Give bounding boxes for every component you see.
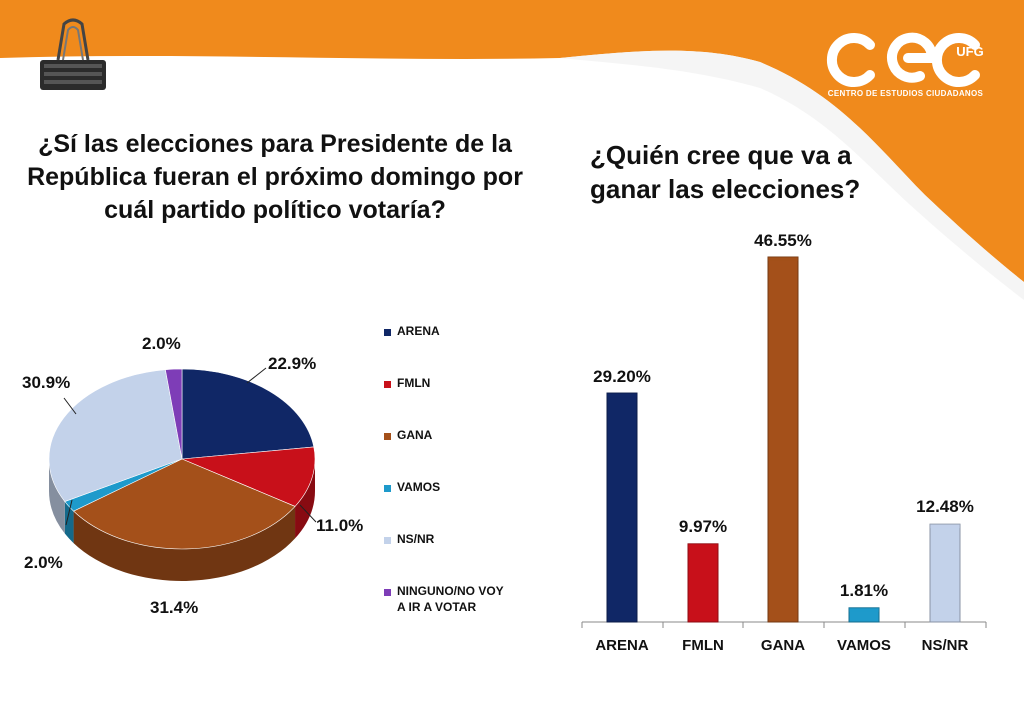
pie-leader-line (246, 367, 267, 384)
bar-value-label-fmln: 9.97% (678, 517, 728, 536)
legend-label-vamos: VAMOS (397, 480, 441, 494)
bar-arena (606, 392, 638, 623)
pie-chart (48, 367, 317, 581)
bar-value-label-nsnr: 12.48% (916, 497, 974, 516)
orange-band (0, 0, 1024, 282)
pie-leader-line (65, 499, 73, 526)
bar-category-arena: ARENA (595, 637, 649, 654)
bar-cap-vamos (849, 607, 879, 612)
legend-label-ninguno: NINGUNO/NO VOY A IR A VOTAR (397, 584, 504, 614)
pie-side-walls (49, 459, 315, 581)
legend-item: NINGUNO/NO VOY A IR A VOTAR (384, 583, 514, 635)
legend-swatch-arena (384, 329, 391, 336)
legend-label-nsnr: NS/NR (397, 532, 435, 546)
pie-label-fmln: 11.0% (316, 516, 364, 535)
pie-side-nsnr (49, 459, 65, 534)
pie-slice-fmln (181, 446, 316, 507)
legend-swatch-nsnr (384, 537, 391, 544)
bar-cap-nsnr (930, 524, 960, 529)
legend-item: FMLN (384, 375, 514, 427)
logo-badge: UFG (956, 44, 983, 59)
bar-category-vamos: VAMOS (837, 637, 891, 654)
binder-clip-icon (40, 18, 106, 90)
bar-gana (767, 256, 799, 623)
pie-slice-arena (181, 368, 315, 460)
logo-subtitle: CENTRO DE ESTUDIOS CIUDADANOS (827, 89, 984, 98)
legend-label-arena: ARENA (397, 324, 440, 338)
bar-cap-arena (607, 393, 637, 398)
pie-side-fmln (295, 459, 315, 539)
pie-label-nsnr: 30.9% (22, 373, 71, 392)
bar-fmln (687, 543, 719, 623)
legend-item: GANA (384, 427, 514, 479)
bar-vamos (848, 607, 880, 623)
pie-legend: ARENA FMLN GANA VAMOS NS/NR NINGUNO/NO V… (384, 323, 514, 635)
pie-chart-title: ¿Sí las elecciones para Presidente de la… (27, 130, 523, 224)
pie-leader-line (299, 504, 317, 523)
pie-side-gana (73, 506, 296, 581)
bar-cap-fmln (688, 543, 718, 548)
legend-swatch-ninguno (384, 589, 391, 596)
bar-category-fmln: FMLN (682, 637, 724, 654)
bar-chart-title: ¿Quién cree que va a ganar las eleccione… (590, 140, 861, 204)
bar-value-label-vamos: 1.81% (839, 581, 889, 600)
legend-swatch-vamos (384, 485, 391, 492)
bar-cap-gana (768, 257, 798, 261)
legend-label-gana: GANA (397, 428, 433, 442)
bar-value-label-arena: 29.20% (593, 367, 651, 386)
legend-item: NS/NR (384, 531, 514, 583)
bar-value-label-gana: 46.55% (754, 231, 812, 250)
legend-swatch-fmln (384, 381, 391, 388)
pie-label-arena: 22.9% (268, 354, 317, 373)
bar-nsnr (929, 523, 961, 623)
pie-slice-nsnr (48, 369, 183, 502)
pie-label-gana: 31.4% (150, 598, 199, 617)
legend-swatch-gana (384, 433, 391, 440)
pie-slice-gana (73, 458, 296, 550)
bar-category-gana: GANA (760, 637, 806, 654)
page-curl (560, 50, 1024, 300)
cec-logo (826, 32, 980, 87)
pie-label-ninguno: 2.0% (142, 334, 181, 353)
legend-label-fmln: FMLN (397, 376, 431, 390)
logo-badge-text: UFG (956, 44, 983, 59)
pie-slice-ninguno (165, 368, 183, 460)
pie-leader-line (63, 397, 77, 415)
legend-item: ARENA (384, 323, 514, 375)
pie-side-vamos (64, 501, 74, 544)
bar-category-nsnr: NS/NR (921, 637, 969, 654)
pie-label-vamos: 2.0% (24, 553, 63, 572)
legend-item: VAMOS (384, 479, 514, 531)
